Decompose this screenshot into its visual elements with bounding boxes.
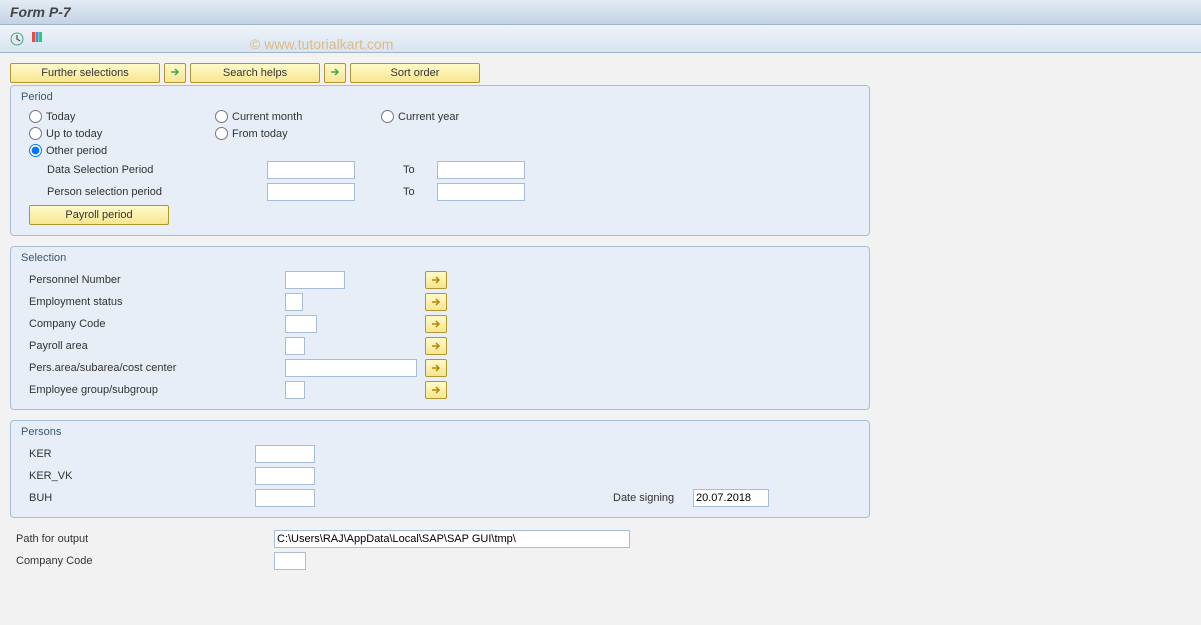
personnel-number-more-button[interactable] <box>425 271 447 289</box>
ker-input[interactable] <box>255 445 315 463</box>
radio-current-year-input[interactable] <box>381 110 394 123</box>
ker-vk-input[interactable] <box>255 467 315 485</box>
path-output-label: Path for output <box>16 533 274 545</box>
execute-icon[interactable] <box>10 32 24 46</box>
to-label-2: To <box>403 186 433 198</box>
arrow-right-icon <box>329 66 341 81</box>
period-group: Period Today Current month Current year … <box>10 85 870 236</box>
footer-company-code-input[interactable] <box>274 552 306 570</box>
employment-status-input[interactable] <box>285 293 303 311</box>
selection-group: Selection Personnel Number Employment st… <box>10 246 870 410</box>
footer-fields: Path for output Company Code <box>10 528 1191 572</box>
employee-group-more-button[interactable] <box>425 381 447 399</box>
radio-from-today-input[interactable] <box>215 127 228 140</box>
company-code-label: Company Code <box>29 318 281 330</box>
selection-group-title: Selection <box>19 249 861 269</box>
payroll-area-input[interactable] <box>285 337 305 355</box>
personnel-number-input[interactable] <box>285 271 345 289</box>
buh-label: BUH <box>29 492 251 504</box>
data-selection-label: Data Selection Period <box>29 164 263 176</box>
radio-other-period-label: Other period <box>46 145 107 157</box>
ker-vk-label: KER_VK <box>29 470 251 482</box>
personnel-number-label: Personnel Number <box>29 274 281 286</box>
persons-group-title: Persons <box>19 423 861 443</box>
pers-area-more-button[interactable] <box>425 359 447 377</box>
person-selection-from-input[interactable] <box>267 183 355 201</box>
payroll-area-more-button[interactable] <box>425 337 447 355</box>
radio-today-label: Today <box>46 111 75 123</box>
company-code-more-button[interactable] <box>425 315 447 333</box>
app-toolbar <box>0 25 1201 53</box>
radio-current-month-input[interactable] <box>215 110 228 123</box>
arrow-button-2[interactable] <box>324 63 346 83</box>
radio-today[interactable]: Today <box>29 110 215 123</box>
title-bar: Form P-7 <box>0 0 1201 25</box>
path-output-input[interactable] <box>274 530 630 548</box>
pers-area-label: Pers.area/subarea/cost center <box>29 362 281 374</box>
employment-status-label: Employment status <box>29 296 281 308</box>
date-signing-label: Date signing <box>613 492 689 504</box>
employment-status-more-button[interactable] <box>425 293 447 311</box>
radio-current-year-label: Current year <box>398 111 459 123</box>
radio-other-period-input[interactable] <box>29 144 42 157</box>
date-signing-input[interactable] <box>693 489 769 507</box>
radio-up-to-today-label: Up to today <box>46 128 102 140</box>
company-code-input[interactable] <box>285 315 317 333</box>
radio-up-to-today-input[interactable] <box>29 127 42 140</box>
search-helps-button[interactable]: Search helps <box>190 63 320 83</box>
period-group-title: Period <box>19 88 861 108</box>
to-label-1: To <box>403 164 433 176</box>
persons-group: Persons KER KER_VK BUH Date signing <box>10 420 870 518</box>
arrow-button-1[interactable] <box>164 63 186 83</box>
employee-group-label: Employee group/subgroup <box>29 384 281 396</box>
radio-up-to-today[interactable]: Up to today <box>29 127 215 140</box>
person-selection-label: Person selection period <box>29 186 263 198</box>
buh-input[interactable] <box>255 489 315 507</box>
employee-group-input[interactable] <box>285 381 305 399</box>
data-selection-to-input[interactable] <box>437 161 525 179</box>
radio-current-month[interactable]: Current month <box>215 110 381 123</box>
radio-current-year[interactable]: Current year <box>381 110 541 123</box>
radio-from-today-label: From today <box>232 128 288 140</box>
pers-area-input[interactable] <box>285 359 417 377</box>
content-area: Further selections Search helps Sort ord… <box>0 53 1201 582</box>
footer-company-code-label: Company Code <box>16 555 274 567</box>
radio-today-input[interactable] <box>29 110 42 123</box>
arrow-right-icon <box>169 66 181 81</box>
sort-order-button[interactable]: Sort order <box>350 63 480 83</box>
radio-other-period[interactable]: Other period <box>29 144 215 157</box>
radio-current-month-label: Current month <box>232 111 302 123</box>
selection-buttons-row: Further selections Search helps Sort ord… <box>10 63 1191 83</box>
radio-from-today[interactable]: From today <box>215 127 381 140</box>
person-selection-to-input[interactable] <box>437 183 525 201</box>
variant-icon[interactable] <box>30 30 44 47</box>
data-selection-from-input[interactable] <box>267 161 355 179</box>
further-selections-button[interactable]: Further selections <box>10 63 160 83</box>
payroll-period-button[interactable]: Payroll period <box>29 205 169 225</box>
payroll-area-label: Payroll area <box>29 340 281 352</box>
page-title: Form P-7 <box>10 4 71 20</box>
ker-label: KER <box>29 448 251 460</box>
